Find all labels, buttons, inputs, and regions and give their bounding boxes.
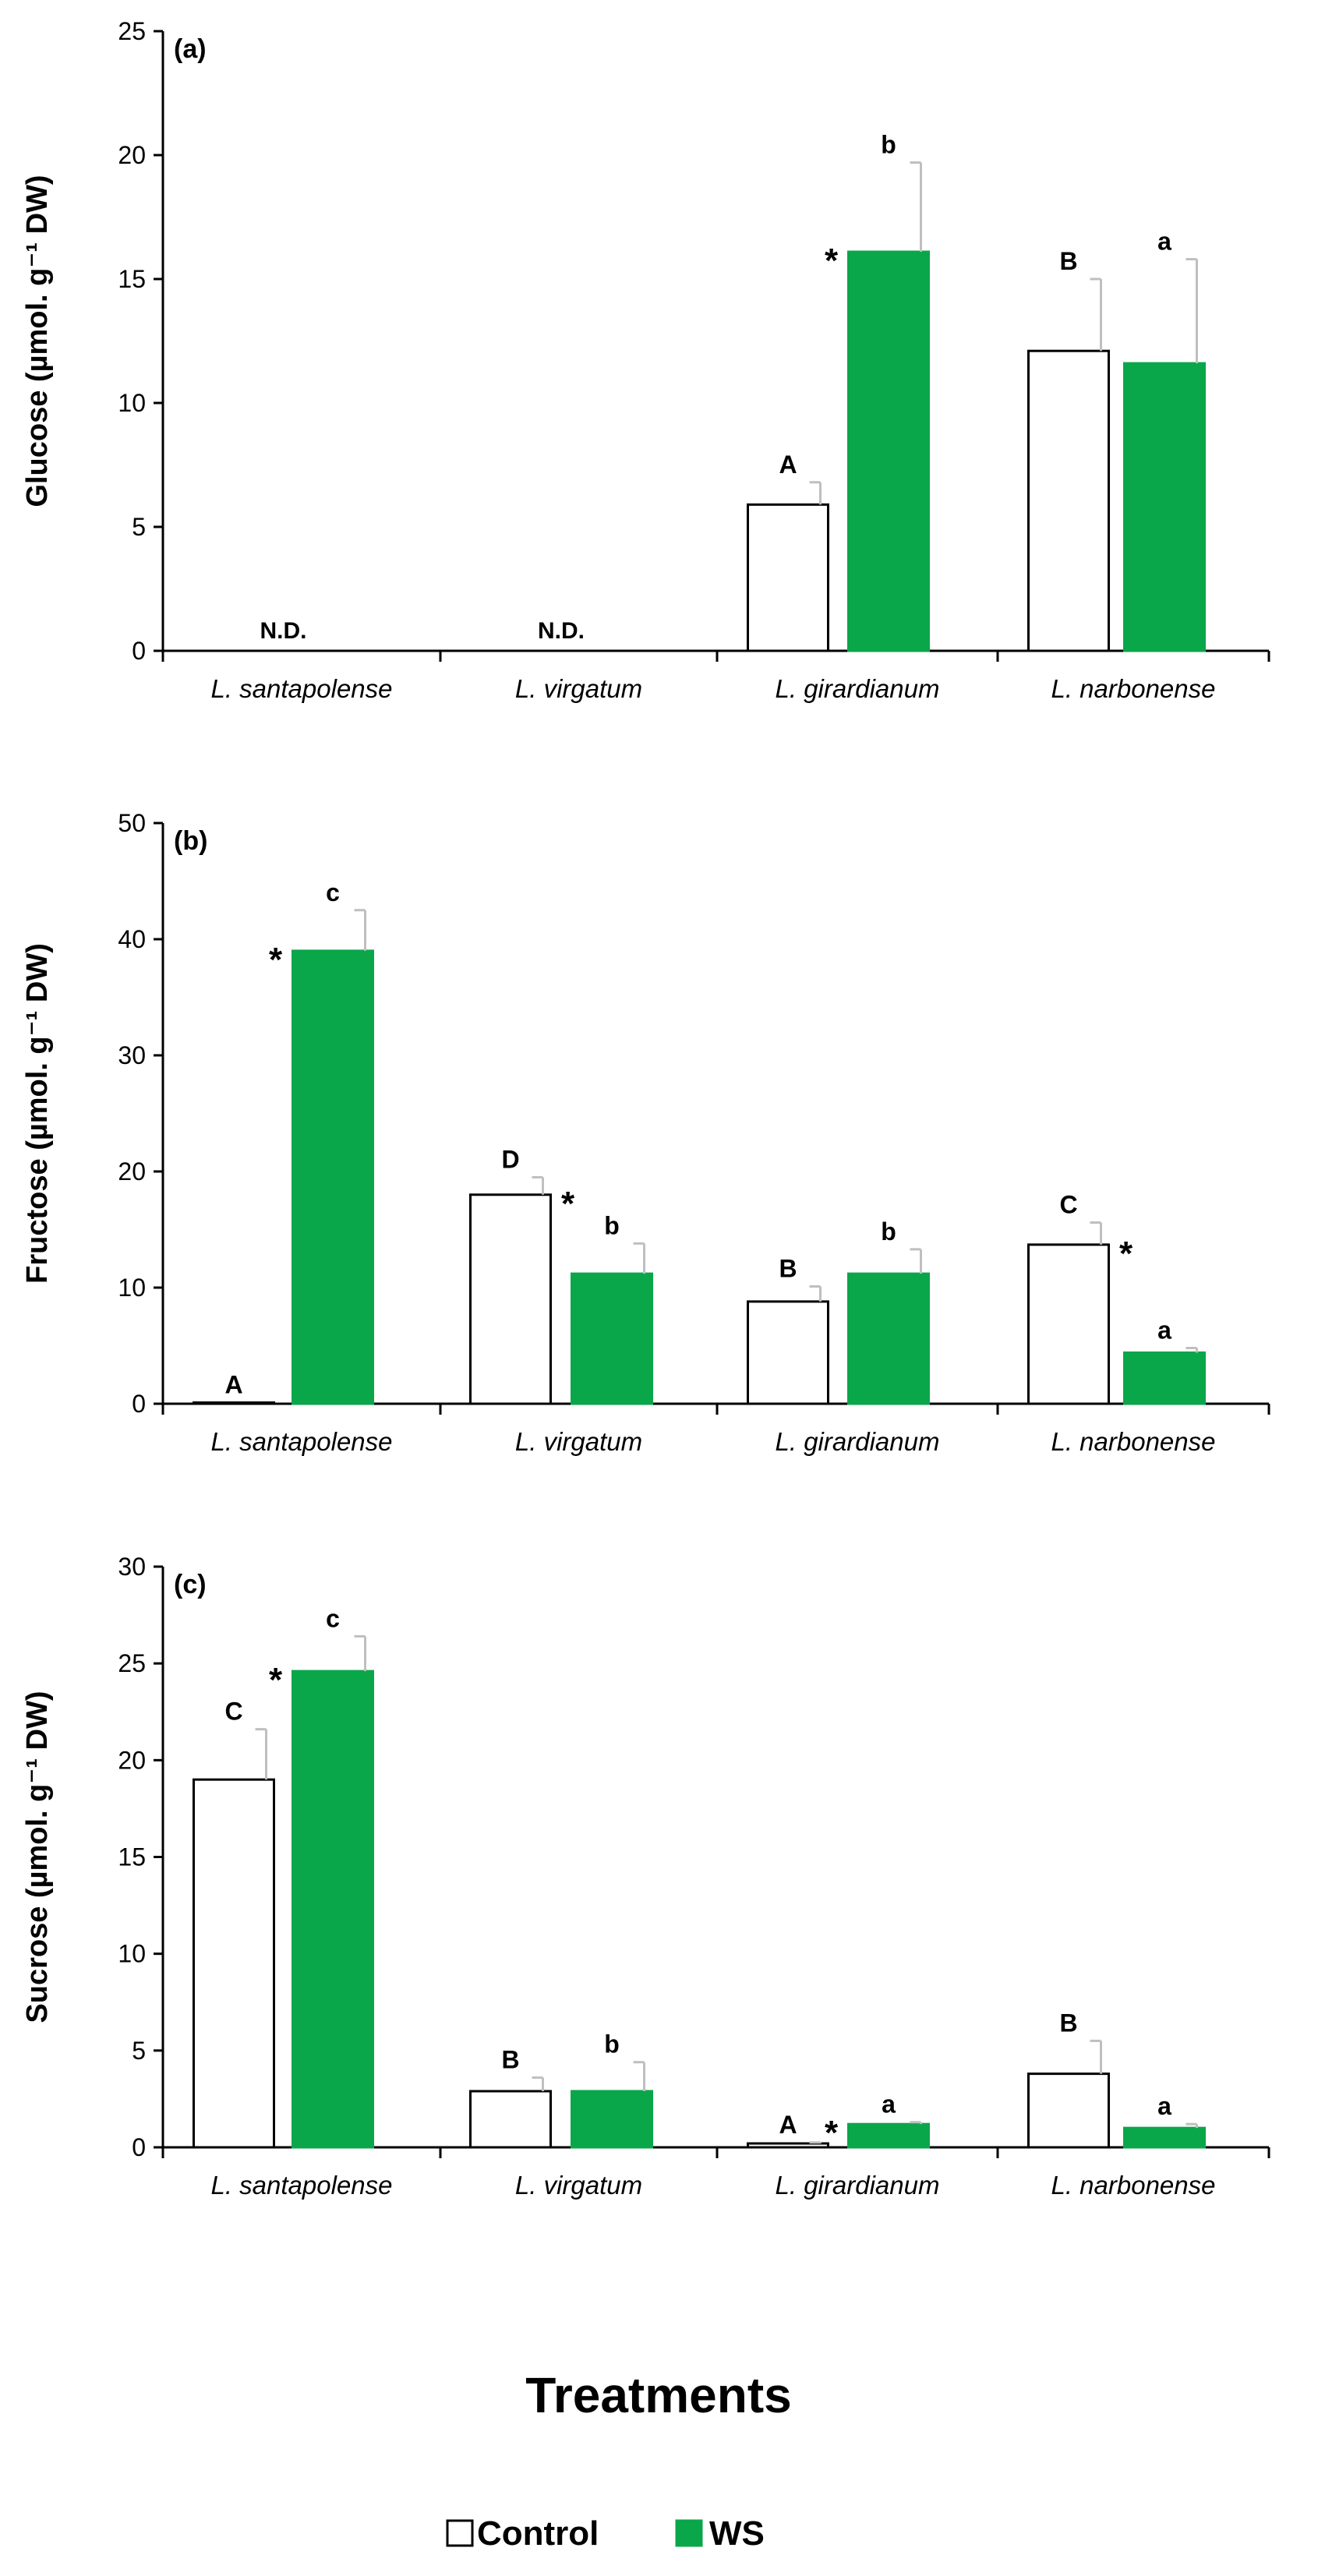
significance-asterisk: * [825, 242, 839, 280]
significance-asterisk: * [1119, 1235, 1133, 1273]
legend: Control WS [446, 2514, 765, 2553]
x-axis-title: Treatments [525, 2367, 791, 2423]
y-tick-label: 20 [118, 141, 146, 169]
significance-letter: B [1059, 2009, 1077, 2037]
y-tick-label: 15 [118, 1843, 146, 1871]
bar-ws [847, 250, 930, 652]
bar-control [193, 1401, 275, 1405]
y-tick-label: 40 [118, 925, 146, 953]
bar-control [469, 1193, 552, 1405]
x-category-label: L. santapolense [210, 674, 392, 703]
y-tick-label: 15 [118, 265, 146, 293]
legend-label-control: Control [477, 2514, 599, 2553]
significance-letter: a [1157, 228, 1171, 256]
y-tick-label: 0 [132, 637, 146, 665]
x-category-label: L. girardianum [776, 2171, 940, 2200]
bar-control [747, 1300, 829, 1405]
y-tick-label: 10 [118, 389, 146, 417]
legend-swatch-control [446, 2519, 474, 2547]
bar-control [193, 1778, 275, 2149]
significance-asterisk: * [825, 2114, 839, 2152]
x-category-label: L. narbonense [1051, 2171, 1215, 2200]
significance-letter: C [1059, 1191, 1077, 1219]
significance-asterisk: * [269, 941, 283, 979]
significance-letter: c [326, 1604, 340, 1632]
legend-item-ws: WS [675, 2514, 765, 2553]
significance-letter: a [1157, 1316, 1171, 1344]
y-tick-label: 0 [132, 2133, 146, 2161]
bar-ws [571, 2090, 653, 2149]
y-tick-label: 30 [118, 1553, 146, 1581]
x-category-label: L. narbonense [1051, 1427, 1215, 1456]
y-axis-label: Glucose (µmol. g⁻¹ DW) [21, 175, 54, 507]
panel-label: (a) [174, 34, 207, 64]
y-tick-label: 10 [118, 1940, 146, 1968]
significance-asterisk: * [561, 1185, 575, 1223]
significance-letter: A [224, 1371, 242, 1399]
y-tick-label: 20 [118, 1157, 146, 1186]
y-tick-label: 25 [118, 17, 146, 45]
x-category-label: L. virgatum [515, 2171, 642, 2200]
significance-letter: C [224, 1698, 242, 1726]
significance-letter: B [779, 1255, 797, 1283]
x-category-label: L. santapolense [210, 2171, 392, 2200]
panel-label: (b) [174, 826, 207, 856]
y-tick-label: 5 [132, 2037, 146, 2065]
y-tick-label: 10 [118, 1274, 146, 1302]
legend-item-control: Control [446, 2514, 599, 2553]
significance-letter: b [604, 2030, 620, 2058]
x-category-label: L. virgatum [515, 1427, 642, 1456]
panel-label: (c) [174, 1570, 207, 1599]
chart-panel-3: 0 5 10 15 20 25 30 L. santapolense L. virgatum L.… [21, 1553, 1270, 2200]
significance-letter: c [326, 878, 340, 906]
significance-letter: B [501, 2046, 519, 2074]
y-tick-label: 50 [118, 809, 146, 837]
significance-letter: a [1157, 2092, 1171, 2120]
y-tick-label: 25 [118, 1649, 146, 1677]
x-category-label: L. santapolense [210, 1427, 392, 1456]
y-tick-label: 20 [118, 1746, 146, 1774]
significance-letter: a [882, 2090, 896, 2118]
y-tick-label: 30 [118, 1041, 146, 1069]
x-category-label: L. girardianum [776, 1427, 940, 1456]
bar-ws [292, 949, 374, 1405]
y-axis-label: Sucrose (µmol. g⁻¹ DW) [21, 1691, 54, 2023]
bar-control [747, 2142, 829, 2149]
bar-ws [1123, 1351, 1206, 1405]
bar-control [1027, 2072, 1110, 2149]
significance-letter: A [779, 451, 797, 479]
y-tick-label: 0 [132, 1390, 146, 1418]
significance-letter: b [881, 131, 896, 159]
not-detected-label: N.D. [538, 618, 585, 644]
legend-swatch-ws [675, 2519, 703, 2547]
chart-panel-2: 0 10 20 30 40 50 L. santapolense L. virgatum L. … [21, 809, 1270, 1456]
significance-letter: B [1059, 247, 1077, 275]
bar-ws [292, 1670, 374, 2149]
bar-control [1027, 349, 1110, 652]
significance-letter: A [779, 2111, 797, 2139]
bar-ws [847, 2122, 930, 2149]
bar-control [469, 2090, 552, 2149]
significance-letter: b [604, 1211, 620, 1239]
significance-asterisk: * [269, 1661, 283, 1699]
significance-letter: D [501, 1145, 519, 1173]
chart-panel-1: 0 5 10 15 20 25 L. santapolense L. virgatum L. g… [21, 17, 1270, 703]
significance-letter: b [881, 1217, 896, 1246]
charts-container: 0 5 10 15 20 25 L. santapolense L. virgatum L. g… [21, 17, 1270, 2200]
y-axis-label: Fructose (µmol. g⁻¹ DW) [21, 943, 54, 1284]
bar-ws [847, 1272, 930, 1405]
not-detected-label: N.D. [260, 618, 307, 644]
legend-label-ws: WS [709, 2514, 765, 2553]
bar-control [747, 503, 829, 652]
x-category-label: L. girardianum [776, 674, 940, 703]
bar-ws [1123, 362, 1206, 652]
y-tick-label: 5 [132, 513, 146, 541]
bar-control [1027, 1243, 1110, 1405]
bar-ws [571, 1272, 653, 1405]
x-category-label: L. virgatum [515, 674, 642, 703]
x-category-label: L. narbonense [1051, 674, 1215, 703]
bar-ws [1123, 2126, 1206, 2149]
